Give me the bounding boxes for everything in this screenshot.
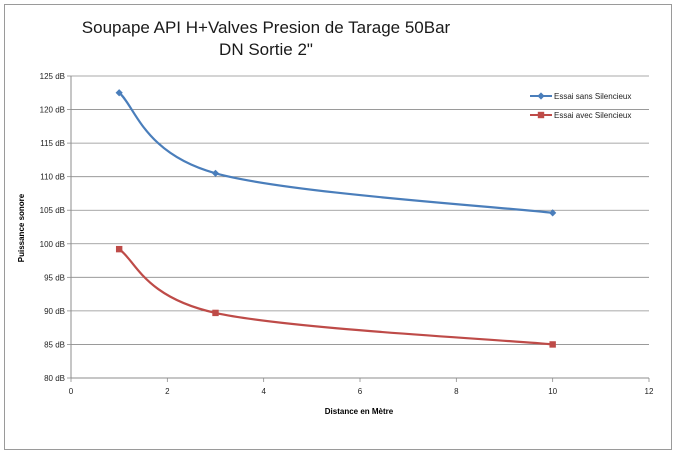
x-axis-title: Distance en Mètre (325, 407, 394, 416)
x-tick-label: 0 (69, 387, 74, 396)
chart-title-line-2: DN Sortie 2" (219, 40, 313, 59)
data-point-sans-silencieux (211, 169, 220, 177)
data-point-avec-silencieux (212, 309, 219, 317)
series-group (115, 89, 557, 348)
legend-label-sans-silencieux: Essai sans Silencieux (554, 92, 631, 101)
legend-swatch-marker-avec-silencieux (537, 111, 545, 119)
y-tick-label: 100 dB (40, 240, 65, 249)
x-tick-label: 10 (548, 387, 557, 396)
x-tick-label: 8 (454, 387, 459, 396)
series-sans-silencieux (115, 89, 557, 217)
legend-item-avec-silencieux: Essai avec Silencieux (530, 111, 631, 120)
x-tick-labels: 0 2 4 6 8 10 12 (69, 387, 654, 396)
gridlines (67, 75, 649, 379)
y-axis-title: Puissance sonore (17, 193, 26, 262)
y-tick-label: 80 dB (44, 374, 65, 383)
legend: Essai sans Silencieux Essai avec Silencie… (530, 92, 631, 120)
x-tick-label: 12 (645, 387, 654, 396)
legend-item-sans-silencieux: Essai sans Silencieux (530, 92, 631, 101)
y-tick-label: 110 dB (40, 173, 65, 182)
x-tick-label: 2 (165, 387, 170, 396)
data-point-avec-silencieux (115, 245, 123, 253)
series-line-sans-silencieux (118, 91, 553, 214)
y-tick-label: 120 dB (40, 106, 65, 115)
legend-swatch-marker-sans-silencieux (537, 92, 545, 100)
y-tick-label: 95 dB (44, 273, 65, 282)
series-avec-silencieux (115, 245, 556, 348)
y-tick-label: 105 dB (40, 206, 65, 215)
chart-frame (4, 4, 672, 450)
series-line-avec-silencieux (118, 248, 553, 346)
x-tick-label: 6 (358, 387, 363, 396)
y-tick-label: 85 dB (44, 340, 65, 349)
y-tick-label: 115 dB (40, 139, 65, 148)
data-point-sans-silencieux (549, 209, 557, 217)
chart-title-line-1: Soupape API H+Valves Presion de Tarage 5… (82, 18, 451, 37)
y-tick-labels: 80 dB 85 dB 90 dB 95 dB 100 dB 105 dB 110 dB 11… (40, 72, 65, 383)
legend-label-avec-silencieux: Essai avec Silencieux (554, 111, 631, 120)
y-tick-label: 90 dB (44, 307, 65, 316)
data-point-avec-silencieux (549, 341, 556, 348)
y-tick-label: 125 dB (40, 72, 65, 81)
x-tick-label: 4 (261, 387, 266, 396)
axes (70, 76, 650, 382)
data-point-sans-silencieux (115, 89, 123, 97)
